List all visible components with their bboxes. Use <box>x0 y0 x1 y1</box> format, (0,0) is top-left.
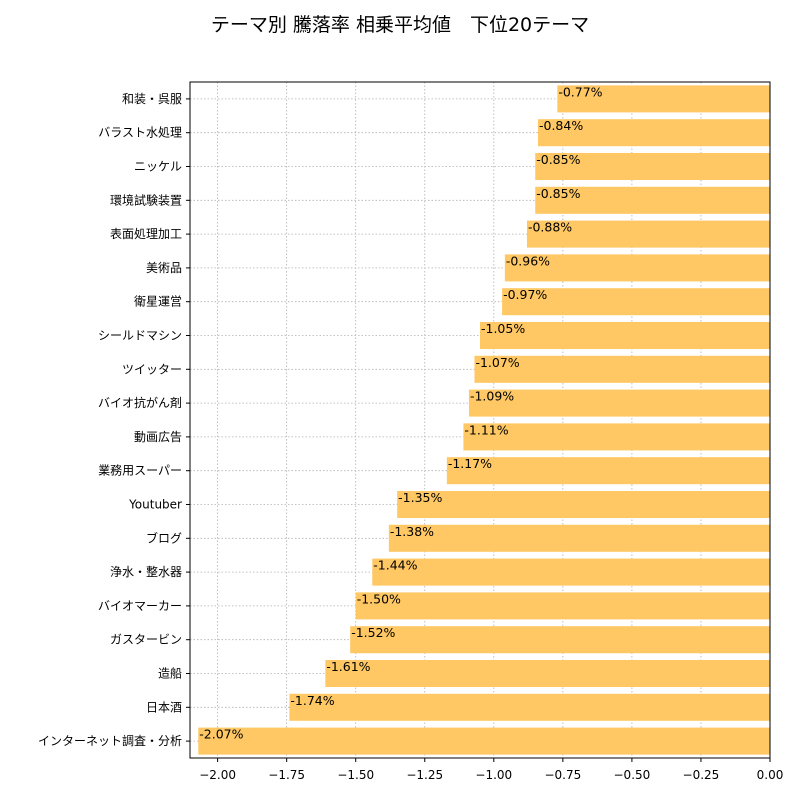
bar <box>468 389 770 417</box>
grid-layer <box>190 82 771 758</box>
bar <box>446 457 770 485</box>
bar-value-label: -2.07% <box>199 727 243 742</box>
bar <box>289 693 770 721</box>
bar <box>350 626 770 654</box>
bar-value-label: -1.07% <box>475 355 519 370</box>
category-label: 環境試験装置 <box>110 192 182 207</box>
category-label: シールドマシン <box>98 329 182 343</box>
bar <box>325 659 770 688</box>
x-tick-label: 0.00 <box>757 768 784 782</box>
bar-value-label: -0.85% <box>536 152 580 167</box>
bar-value-label: -1.50% <box>357 591 401 606</box>
bar-value-label: -1.74% <box>290 693 334 708</box>
category-label: ブログ <box>146 530 182 545</box>
bar-value-label: -0.85% <box>536 186 580 201</box>
bar-value-label: -1.61% <box>326 659 370 674</box>
category-label: 衛星運営 <box>134 295 182 309</box>
bars-layer <box>198 85 771 755</box>
bar <box>355 592 770 620</box>
bar <box>397 490 770 519</box>
bar-value-label: -0.96% <box>506 253 550 268</box>
category-label: バイオマーカー <box>98 599 182 613</box>
category-label: 業務用スーパー <box>98 464 182 478</box>
bar-value-label: -1.11% <box>464 422 508 437</box>
x-tick-label: −0.75 <box>544 768 581 782</box>
data-labels-layer: -0.77% -0.84% -0.85% -0.85% -0.88% -0.96% -0.9… <box>199 84 602 741</box>
bar <box>463 423 770 451</box>
x-tick-label: −1.00 <box>475 768 512 782</box>
bar <box>474 355 770 383</box>
bar <box>198 727 771 755</box>
category-label: 表面処理加工 <box>110 227 182 241</box>
bar-value-label: -1.17% <box>448 456 492 471</box>
bar <box>502 288 770 316</box>
bar-value-label: -1.35% <box>398 490 442 505</box>
category-label: Youtuber <box>128 498 182 512</box>
category-labels-layer: 和装・呉服バラスト水処理ニッケル環境試験装置表面処理加工美術品衛星運営シールドマ… <box>38 92 190 748</box>
category-label: 造船 <box>158 667 182 681</box>
bar <box>388 524 770 552</box>
bar <box>372 558 770 586</box>
bar <box>526 220 770 248</box>
category-label: 動画広告 <box>134 430 182 444</box>
x-tick-label: −0.50 <box>614 768 651 782</box>
bar-value-label: -0.84% <box>539 118 583 133</box>
category-label: バラスト水処理 <box>98 126 182 140</box>
x-tick-label: −1.75 <box>268 768 305 782</box>
bar <box>480 321 770 350</box>
bar-value-label: -1.52% <box>351 625 395 640</box>
bar <box>504 254 770 282</box>
category-label: バイオ抗がん剤 <box>98 395 182 410</box>
category-label: 日本酒 <box>146 700 182 714</box>
x-tick-label: −1.25 <box>406 768 443 782</box>
bar <box>535 152 770 181</box>
x-tick-label: −0.25 <box>683 768 720 782</box>
plot-frame <box>189 81 771 759</box>
bar <box>535 186 770 214</box>
bar-value-label: -0.97% <box>503 287 547 302</box>
category-label: ツイッター <box>122 362 182 376</box>
category-label: 和装・呉服 <box>122 92 182 106</box>
bar-value-label: -0.77% <box>558 84 602 99</box>
chart-title: テーマ別 騰落率 相乗平均値 下位20テーマ <box>210 14 590 36</box>
bar <box>538 119 770 147</box>
bar-value-label: -1.44% <box>373 558 417 573</box>
bar-value-label: -1.38% <box>390 524 434 539</box>
bar <box>557 85 770 113</box>
x-tick-label: −2.00 <box>199 768 236 782</box>
category-label: 美術品 <box>146 261 182 275</box>
x-tick-label: −1.50 <box>337 768 374 782</box>
category-label: インターネット調査・分析 <box>38 734 182 748</box>
x-axis: −2.00 −1.75 −1.50 −1.25 −1.00 −0.75 −0.50 −0.25… <box>199 758 783 782</box>
category-label: ガスタービン <box>110 633 182 647</box>
bar-value-label: -1.05% <box>481 321 525 336</box>
category-label: ニッケル <box>134 160 182 174</box>
bar-value-label: -0.88% <box>528 220 572 235</box>
bar-value-label: -1.09% <box>470 389 514 404</box>
category-label: 浄水・整水器 <box>110 564 182 579</box>
